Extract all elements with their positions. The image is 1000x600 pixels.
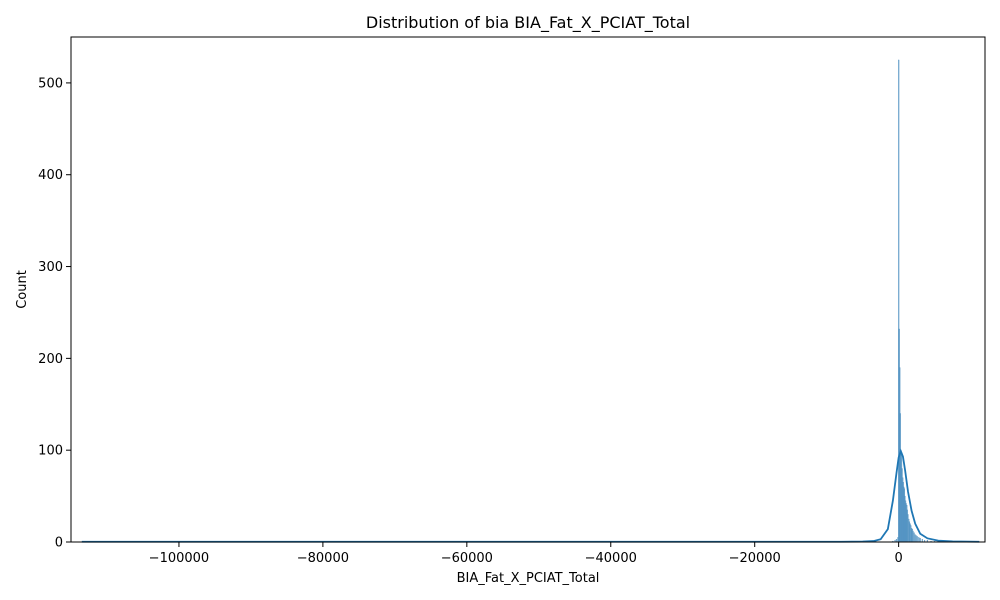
plot-frame — [70, 36, 986, 543]
histogram-bar — [918, 537, 920, 543]
x-tick-label: −80000 — [297, 551, 349, 566]
chart-title: Distribution of bia BIA_Fat_X_PCIAT_Tota… — [366, 13, 690, 33]
y-axis-label: Count — [15, 270, 30, 309]
x-tick-label: −60000 — [441, 551, 493, 566]
x-tick-label: −100000 — [149, 551, 210, 566]
y-tick-label: 300 — [38, 260, 63, 275]
y-tick-label: 200 — [38, 352, 63, 367]
x-axis-ticks: −100000 −80000 −60000 −40000 −20000 0 — [149, 542, 903, 566]
histogram-bar — [915, 535, 917, 543]
x-tick-label: −40000 — [585, 551, 637, 566]
x-axis-label: BIA_Fat_X_PCIAT_Total — [457, 571, 600, 586]
y-tick-label: 100 — [38, 444, 63, 459]
x-tick-label: 0 — [894, 551, 902, 566]
y-tick-label: 500 — [38, 76, 63, 91]
y-axis-ticks: 0 100 200 300 400 500 — [38, 76, 71, 551]
y-tick-label: 400 — [38, 168, 63, 183]
histogram-bar — [914, 534, 916, 543]
histogram-bar — [913, 532, 915, 543]
histogram-bar — [919, 538, 921, 543]
x-tick-label: −20000 — [729, 551, 781, 566]
y-tick-label: 0 — [55, 536, 63, 551]
histogram-bar — [916, 536, 918, 543]
histogram-bar — [912, 530, 914, 543]
